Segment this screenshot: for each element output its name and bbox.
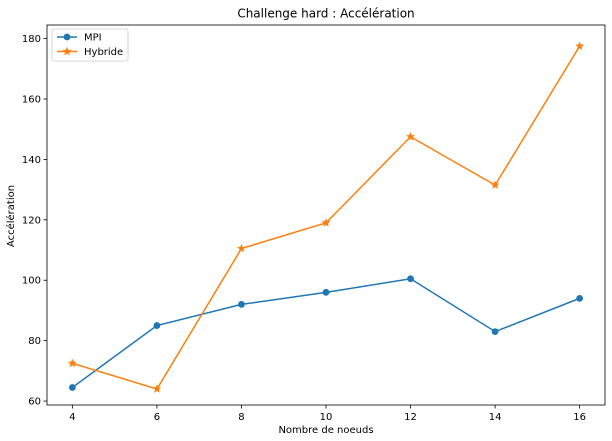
data-point-mpi-8 xyxy=(238,301,245,308)
x-tick-label-8: 8 xyxy=(238,412,244,423)
y-tick-label-60: 60 xyxy=(28,397,41,408)
data-point-hybride-8 xyxy=(237,244,245,252)
data-point-hybride-6 xyxy=(153,385,161,393)
legend: MPI Hybride xyxy=(52,29,128,61)
legend-marker-mpi xyxy=(64,34,71,41)
legend-label-mpi: MPI xyxy=(84,33,102,44)
x-axis-label: Nombre de noeuds xyxy=(278,425,373,436)
data-point-hybride-16 xyxy=(576,42,584,50)
y-tick-label-160: 160 xyxy=(22,95,41,106)
y-tick-label-140: 140 xyxy=(22,155,41,166)
x-tick-label-14: 14 xyxy=(489,412,502,423)
x-tick-label-6: 6 xyxy=(154,412,160,423)
y-tick-label-120: 120 xyxy=(22,215,41,226)
data-point-mpi-6 xyxy=(154,322,161,329)
data-point-hybride-14 xyxy=(491,181,499,189)
y-tick-label-100: 100 xyxy=(22,276,41,287)
plot-area: 4 6 8 10 12 14 16 60 80 100 120 140 160 180 xyxy=(22,25,605,423)
data-point-mpi-12 xyxy=(407,275,414,282)
data-point-mpi-16 xyxy=(576,295,583,302)
x-tick-label-10: 10 xyxy=(320,412,333,423)
data-point-mpi-4 xyxy=(69,384,76,391)
chart-title: Challenge hard : Accélération xyxy=(237,7,414,21)
y-tick-label-80: 80 xyxy=(28,336,41,347)
series-line-hybride xyxy=(72,46,579,389)
data-point-mpi-14 xyxy=(492,328,499,335)
x-tick-label-12: 12 xyxy=(404,412,417,423)
x-tick-label-16: 16 xyxy=(573,412,586,423)
data-point-mpi-10 xyxy=(323,289,330,296)
axes-frame xyxy=(47,25,605,405)
y-tick-label-180: 180 xyxy=(22,34,41,45)
data-point-hybride-4 xyxy=(68,359,76,367)
y-axis-label: Accélération xyxy=(5,185,17,247)
legend-label-hybride: Hybride xyxy=(84,47,123,58)
x-tick-label-4: 4 xyxy=(69,412,75,423)
